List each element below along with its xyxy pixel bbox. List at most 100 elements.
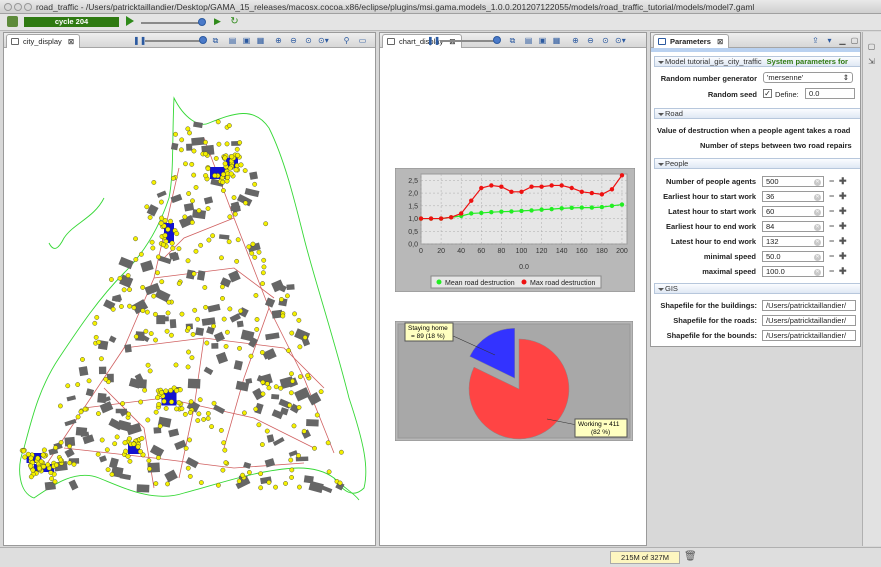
- clear-icon[interactable]: ✕: [814, 178, 821, 186]
- people-param-input[interactable]: 60 ✕: [762, 206, 824, 217]
- model-section-header[interactable]: Model tutorial_gis_city_traffic System p…: [654, 56, 860, 67]
- zoom-out-icon[interactable]: ⊖: [587, 36, 594, 45]
- pause-icon[interactable]: ❚❚: [427, 36, 441, 45]
- camera-icon[interactable]: ▦: [256, 36, 265, 45]
- zoom-fit-icon[interactable]: ⊙: [305, 36, 312, 45]
- minimize-window-button[interactable]: [14, 3, 22, 11]
- zoom-in-icon[interactable]: ⊕: [275, 36, 282, 45]
- increment-icon[interactable]: ✚: [839, 176, 847, 186]
- sync-icon[interactable]: ⧉: [212, 36, 219, 45]
- increment-icon[interactable]: ✚: [839, 236, 847, 246]
- export-icon[interactable]: ⇪: [812, 36, 819, 45]
- gis-param-label: Shapefile for the buildings:: [660, 301, 757, 310]
- decrement-icon[interactable]: −: [829, 266, 835, 276]
- close-window-button[interactable]: [4, 3, 12, 11]
- increment-icon[interactable]: ✚: [839, 221, 847, 231]
- reload-icon[interactable]: ↻: [230, 16, 239, 27]
- gis-param-input[interactable]: /Users/patricktaillandier/: [762, 330, 856, 341]
- person-agent: [22, 454, 28, 460]
- building: [271, 393, 280, 400]
- inspect-icon[interactable]: ⚲: [343, 36, 350, 45]
- speed-slider[interactable]: [141, 22, 203, 24]
- snapshot-icon[interactable]: ▣: [242, 36, 251, 45]
- increment-icon[interactable]: ✚: [839, 251, 847, 261]
- seed-input[interactable]: 0.0: [805, 88, 855, 99]
- display-speed-slider[interactable]: [145, 40, 205, 42]
- clear-icon[interactable]: ✕: [814, 193, 821, 201]
- person-agent: [153, 481, 159, 486]
- person-agent: [164, 328, 170, 334]
- person-agent: [179, 137, 185, 143]
- zoom-out-icon[interactable]: ⊖: [290, 36, 297, 45]
- define-checkbox[interactable]: ✓: [763, 89, 772, 98]
- close-icon[interactable]: ⊠: [67, 37, 75, 46]
- layers-icon[interactable]: ▤: [228, 36, 237, 45]
- zoom-fit-icon[interactable]: ⊙: [602, 36, 609, 45]
- play-icon[interactable]: [126, 16, 134, 26]
- people-param-input[interactable]: 50.0 ✕: [762, 251, 824, 262]
- camera-icon[interactable]: ▦: [552, 36, 561, 45]
- clear-icon[interactable]: ✕: [814, 223, 821, 231]
- display-speed-knob[interactable]: [199, 36, 207, 44]
- minimize-icon[interactable]: ▁: [839, 36, 846, 45]
- gis-param-input[interactable]: /Users/patricktaillandier/: [762, 300, 856, 311]
- collapse-icon[interactable]: ▾: [827, 36, 832, 45]
- pause-icon[interactable]: ❚❚: [133, 36, 147, 45]
- decrement-icon[interactable]: −: [829, 251, 835, 261]
- people-param-input[interactable]: 132 ✕: [762, 236, 824, 247]
- gis-section-header[interactable]: GIS: [654, 283, 860, 294]
- increment-icon[interactable]: ✚: [839, 206, 847, 216]
- people-section-header[interactable]: People: [654, 158, 860, 169]
- pie-staying-label: Staying home = 89 (18 %): [408, 325, 450, 340]
- maximize-icon[interactable]: ▢: [850, 36, 859, 45]
- increment-icon[interactable]: ✚: [839, 191, 847, 201]
- tab-parameters[interactable]: Parameters ⊠: [653, 34, 730, 48]
- person-agent: [301, 428, 307, 434]
- clear-icon[interactable]: ✕: [814, 253, 821, 261]
- people-param-input[interactable]: 500 ✕: [762, 176, 824, 187]
- clear-icon[interactable]: ✕: [814, 268, 821, 276]
- decrement-icon[interactable]: −: [829, 191, 835, 201]
- person-agent: [203, 173, 209, 179]
- close-icon[interactable]: ⊠: [716, 37, 724, 46]
- person-agent: [259, 350, 265, 355]
- snapshot-icon[interactable]: ▣: [538, 36, 547, 45]
- side-view-icon[interactable]: ⇲: [868, 57, 875, 66]
- clear-icon[interactable]: ✕: [814, 208, 821, 216]
- chart-speed-knob[interactable]: [493, 36, 501, 44]
- people-param-input[interactable]: 84 ✕: [762, 221, 824, 232]
- tab-city-display[interactable]: city_display ⊠: [6, 34, 81, 48]
- rng-select[interactable]: 'mersenne' ⇕: [763, 72, 853, 83]
- building: [98, 366, 107, 375]
- step-icon[interactable]: ▶: [214, 16, 221, 26]
- people-param-input[interactable]: 36 ✕: [762, 191, 824, 202]
- person-agent: [288, 457, 294, 463]
- zoom-menu-icon[interactable]: ⊙▾: [615, 36, 626, 45]
- zoom-in-icon[interactable]: ⊕: [572, 36, 579, 45]
- trash-icon[interactable]: 🗑: [684, 551, 697, 562]
- city-map[interactable]: [4, 48, 375, 545]
- legend-mean-marker: [436, 279, 442, 285]
- sync-icon[interactable]: ⧉: [509, 36, 516, 45]
- person-agent: [227, 165, 233, 171]
- building: [154, 288, 171, 303]
- clear-icon[interactable]: ✕: [814, 238, 821, 246]
- zoom-window-button[interactable]: [24, 3, 32, 11]
- decrement-icon[interactable]: −: [829, 221, 835, 231]
- decrement-icon[interactable]: −: [829, 176, 835, 186]
- gis-param-input[interactable]: /Users/patricktaillandier/: [762, 315, 856, 326]
- person-agent: [94, 315, 100, 320]
- people-param-input[interactable]: 100.0 ✕: [762, 266, 824, 277]
- chart-speed-slider[interactable]: [440, 40, 500, 42]
- layers-icon[interactable]: ▤: [524, 36, 533, 45]
- decrement-icon[interactable]: −: [829, 206, 835, 216]
- zoom-menu-icon[interactable]: ⊙▾: [318, 36, 329, 45]
- model-icon[interactable]: [7, 16, 18, 27]
- road-section-header[interactable]: Road: [654, 108, 860, 119]
- speed-slider-knob[interactable]: [198, 18, 206, 26]
- restore-icon[interactable]: ▢: [867, 42, 876, 51]
- decrement-icon[interactable]: −: [829, 236, 835, 246]
- increment-icon[interactable]: ✚: [839, 266, 847, 276]
- person-agent: [49, 476, 54, 481]
- focus-icon[interactable]: ▭: [358, 36, 367, 45]
